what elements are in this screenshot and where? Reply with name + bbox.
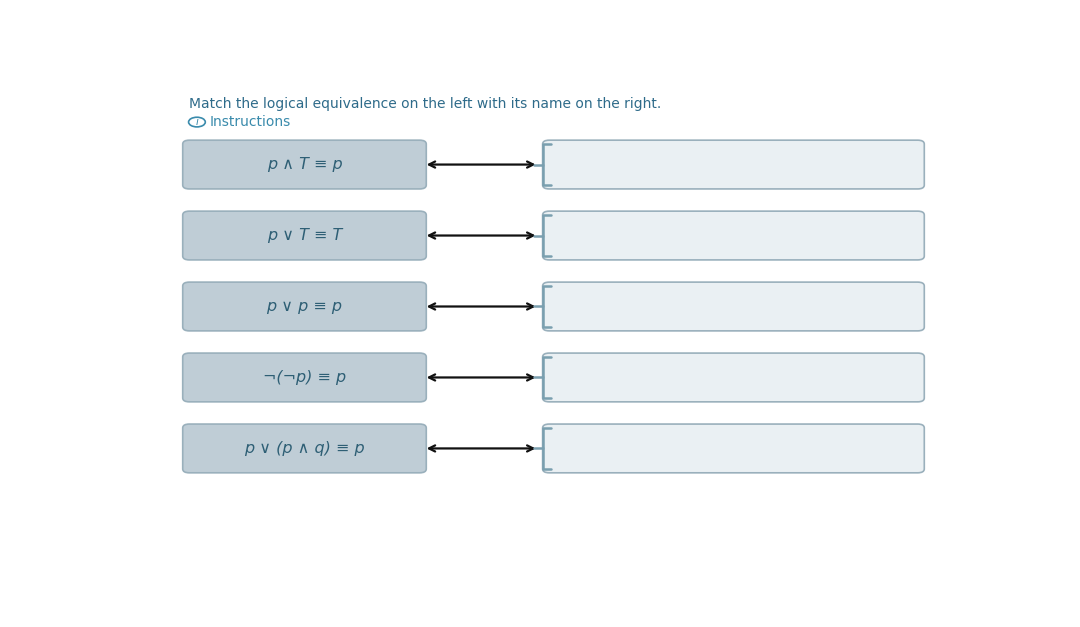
Text: p ∨ p ≡ p: p ∨ p ≡ p	[267, 299, 342, 314]
FancyBboxPatch shape	[542, 282, 924, 331]
FancyBboxPatch shape	[183, 140, 427, 189]
Text: p ∨ T ≡ T: p ∨ T ≡ T	[267, 228, 342, 243]
Text: p ∧ T ≡ p: p ∧ T ≡ p	[267, 157, 342, 172]
FancyBboxPatch shape	[542, 424, 924, 473]
FancyBboxPatch shape	[542, 211, 924, 260]
Text: p ∨ (p ∧ q) ≡ p: p ∨ (p ∧ q) ≡ p	[244, 441, 365, 456]
Text: Match the logical equivalence on the left with its name on the right.: Match the logical equivalence on the lef…	[189, 97, 662, 111]
FancyBboxPatch shape	[183, 211, 427, 260]
FancyBboxPatch shape	[542, 353, 924, 402]
Text: Instructions: Instructions	[210, 115, 291, 129]
FancyBboxPatch shape	[183, 424, 427, 473]
Text: i: i	[195, 117, 199, 127]
FancyBboxPatch shape	[183, 282, 427, 331]
FancyBboxPatch shape	[183, 353, 427, 402]
FancyBboxPatch shape	[542, 140, 924, 189]
Text: ¬(¬p) ≡ p: ¬(¬p) ≡ p	[262, 370, 346, 385]
